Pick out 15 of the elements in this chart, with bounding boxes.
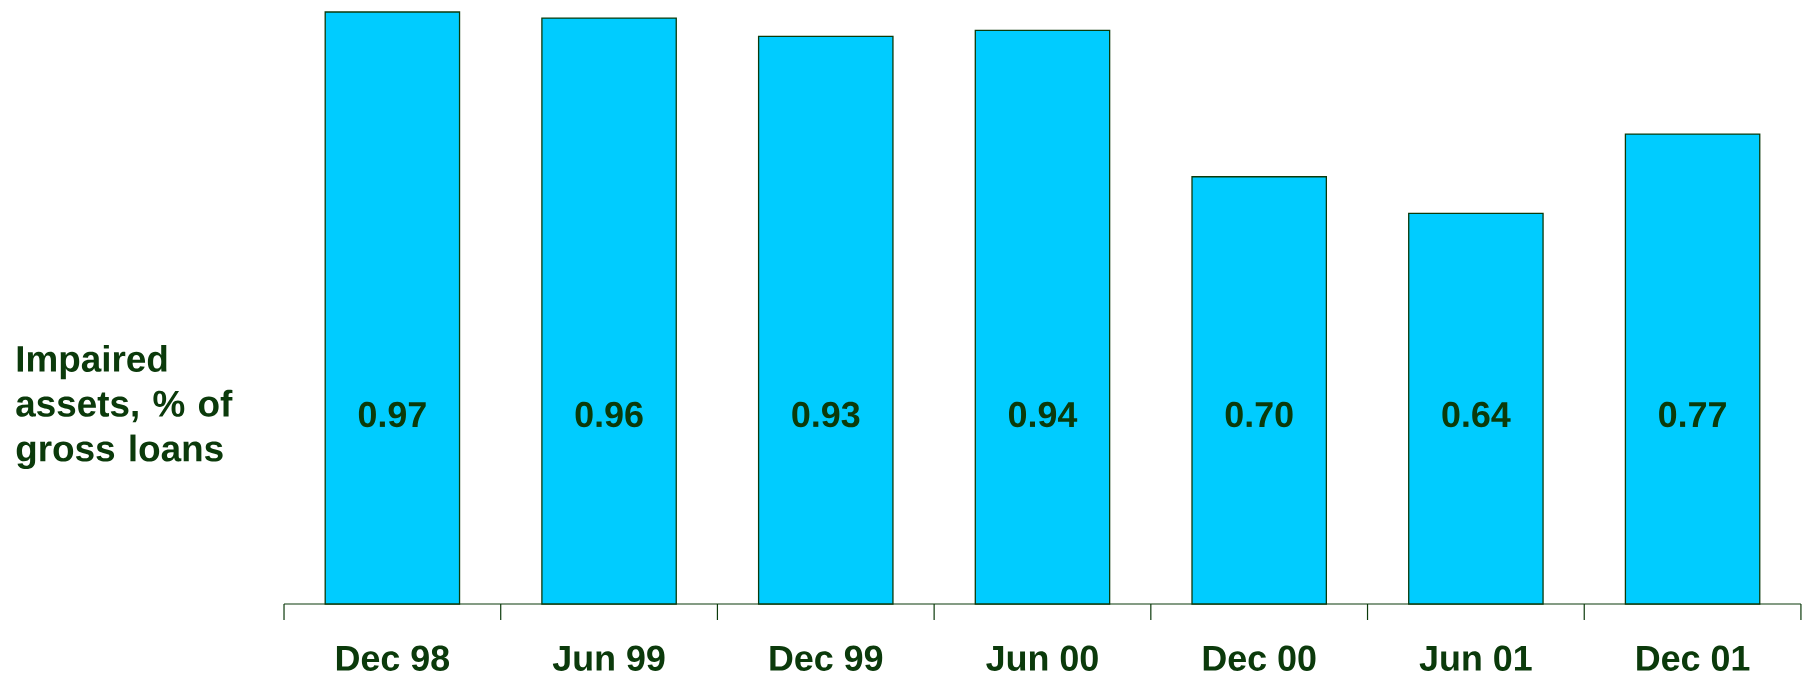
x-tick-label: Dec 99 bbox=[770, 645, 883, 671]
x-tick-label: Jun 99 bbox=[552, 645, 665, 671]
data-label: 0.70 bbox=[1225, 401, 1293, 428]
data-label: 0.96 bbox=[575, 401, 643, 428]
x-tick-label: Dec 98 bbox=[336, 645, 450, 671]
data-label: 0.94 bbox=[1009, 401, 1078, 428]
y-axis-title: Impaired assets, % of gross loans bbox=[16, 344, 233, 470]
data-label: 0.93 bbox=[792, 401, 860, 428]
data-label: 0.77 bbox=[1659, 401, 1726, 428]
data-label: 0.97 bbox=[358, 401, 426, 428]
x-tick-label: Dec 01 bbox=[1637, 645, 1750, 671]
data-label: 0.64 bbox=[1442, 401, 1511, 428]
x-tick-label: Jun 00 bbox=[986, 645, 1098, 671]
x-tick-label: Jun 01 bbox=[1419, 645, 1532, 671]
x-tick-label: Dec 00 bbox=[1203, 645, 1316, 671]
